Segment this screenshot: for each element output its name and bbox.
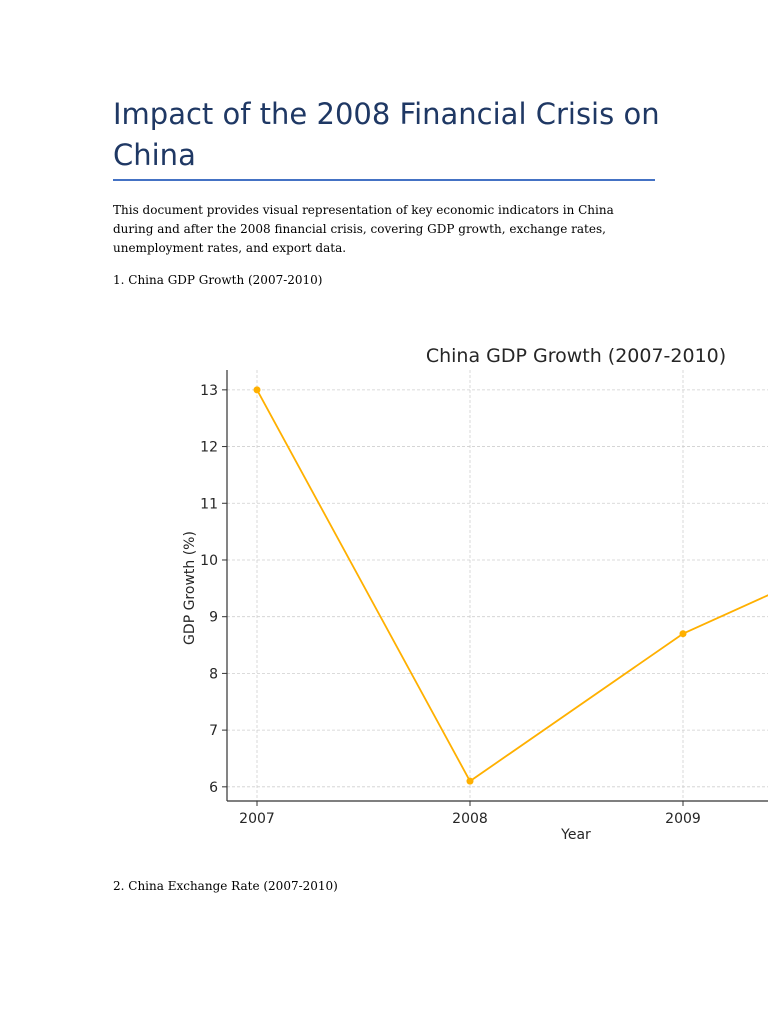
x-tick-labels: 2007200820092010 [239, 801, 701, 827]
gdp-data-point [679, 630, 687, 638]
x-tick-label: 2008 [452, 811, 488, 827]
y-tick-label: 11 [200, 496, 218, 512]
y-tick-label: 9 [209, 610, 218, 626]
y-tick-label: 6 [209, 780, 218, 796]
y-axis-label: GDP Growth (%) [182, 531, 198, 645]
y-tick-label: 13 [200, 383, 218, 399]
intro-paragraph: This document provides visual representa… [113, 203, 614, 255]
y-tick-label: 10 [200, 553, 218, 569]
section-heading-exchange-rate: 2. China Exchange Rate (2007-2010) [113, 879, 338, 893]
gdp-series [253, 386, 768, 785]
title-underline [113, 179, 655, 181]
section-heading-gdp: 1. China GDP Growth (2007-2010) [113, 273, 323, 287]
y-tick-label: 12 [200, 440, 218, 456]
y-tick-label: 7 [209, 723, 218, 739]
x-tick-label: 2009 [665, 811, 701, 827]
chart-title: China GDP Growth (2007-2010) [426, 345, 726, 367]
gdp-data-point [253, 386, 261, 394]
x-axis-label: Year [560, 827, 591, 843]
y-tick-label: 8 [209, 666, 218, 682]
gdp-series-line [256, 389, 768, 783]
y-tick-labels: 6 7 8 9 10 11 12 13 [200, 383, 227, 796]
chart-axes [226, 370, 768, 802]
chart-grid [227, 370, 768, 801]
x-tick-label: 2007 [239, 811, 275, 827]
document-title: Impact of the 2008 Financial Crisis on C… [113, 97, 660, 172]
gdp-data-point [466, 777, 474, 785]
